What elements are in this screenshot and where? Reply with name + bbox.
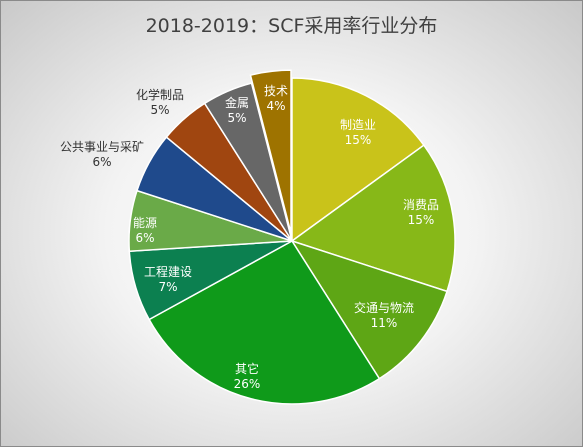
pie-slice xyxy=(203,82,293,242)
chart-title: 2018-2019：SCF采用率行业分布 xyxy=(145,15,438,37)
slice-value-label: 4% xyxy=(266,99,285,113)
slice-category-label: 金属 xyxy=(225,95,249,110)
slice-category-label: 其它 xyxy=(235,361,259,376)
slice-category-label: 制造业 xyxy=(340,118,376,132)
slice-value-label: 11% xyxy=(371,316,398,330)
pie-slice xyxy=(290,239,448,380)
pie-slice xyxy=(148,240,381,405)
pie-slice xyxy=(249,69,292,234)
slice-category-label: 能源 xyxy=(133,216,157,230)
slice-category-label: 公共事业与采矿 xyxy=(60,140,144,154)
slice-value-label: 15% xyxy=(345,133,372,147)
slice-value-label: 5% xyxy=(150,103,169,117)
slice-value-label: 5% xyxy=(227,111,246,125)
slice-value-label: 26% xyxy=(234,377,261,391)
slice-value-label: 6% xyxy=(135,231,154,245)
slice-value-label: 15% xyxy=(408,213,435,227)
slice-value-label: 7% xyxy=(158,280,177,294)
pie-slice xyxy=(291,77,425,243)
slice-category-label: 技术 xyxy=(264,84,288,98)
slice-value-label: 6% xyxy=(92,155,111,169)
pie-slice xyxy=(290,144,456,293)
slice-category-label: 化学制品 xyxy=(136,87,184,102)
slice-category-label: 工程建设 xyxy=(144,264,192,279)
slice-category-label: 消费品 xyxy=(403,198,439,212)
slice-category-label: 交通与物流 xyxy=(354,300,414,315)
